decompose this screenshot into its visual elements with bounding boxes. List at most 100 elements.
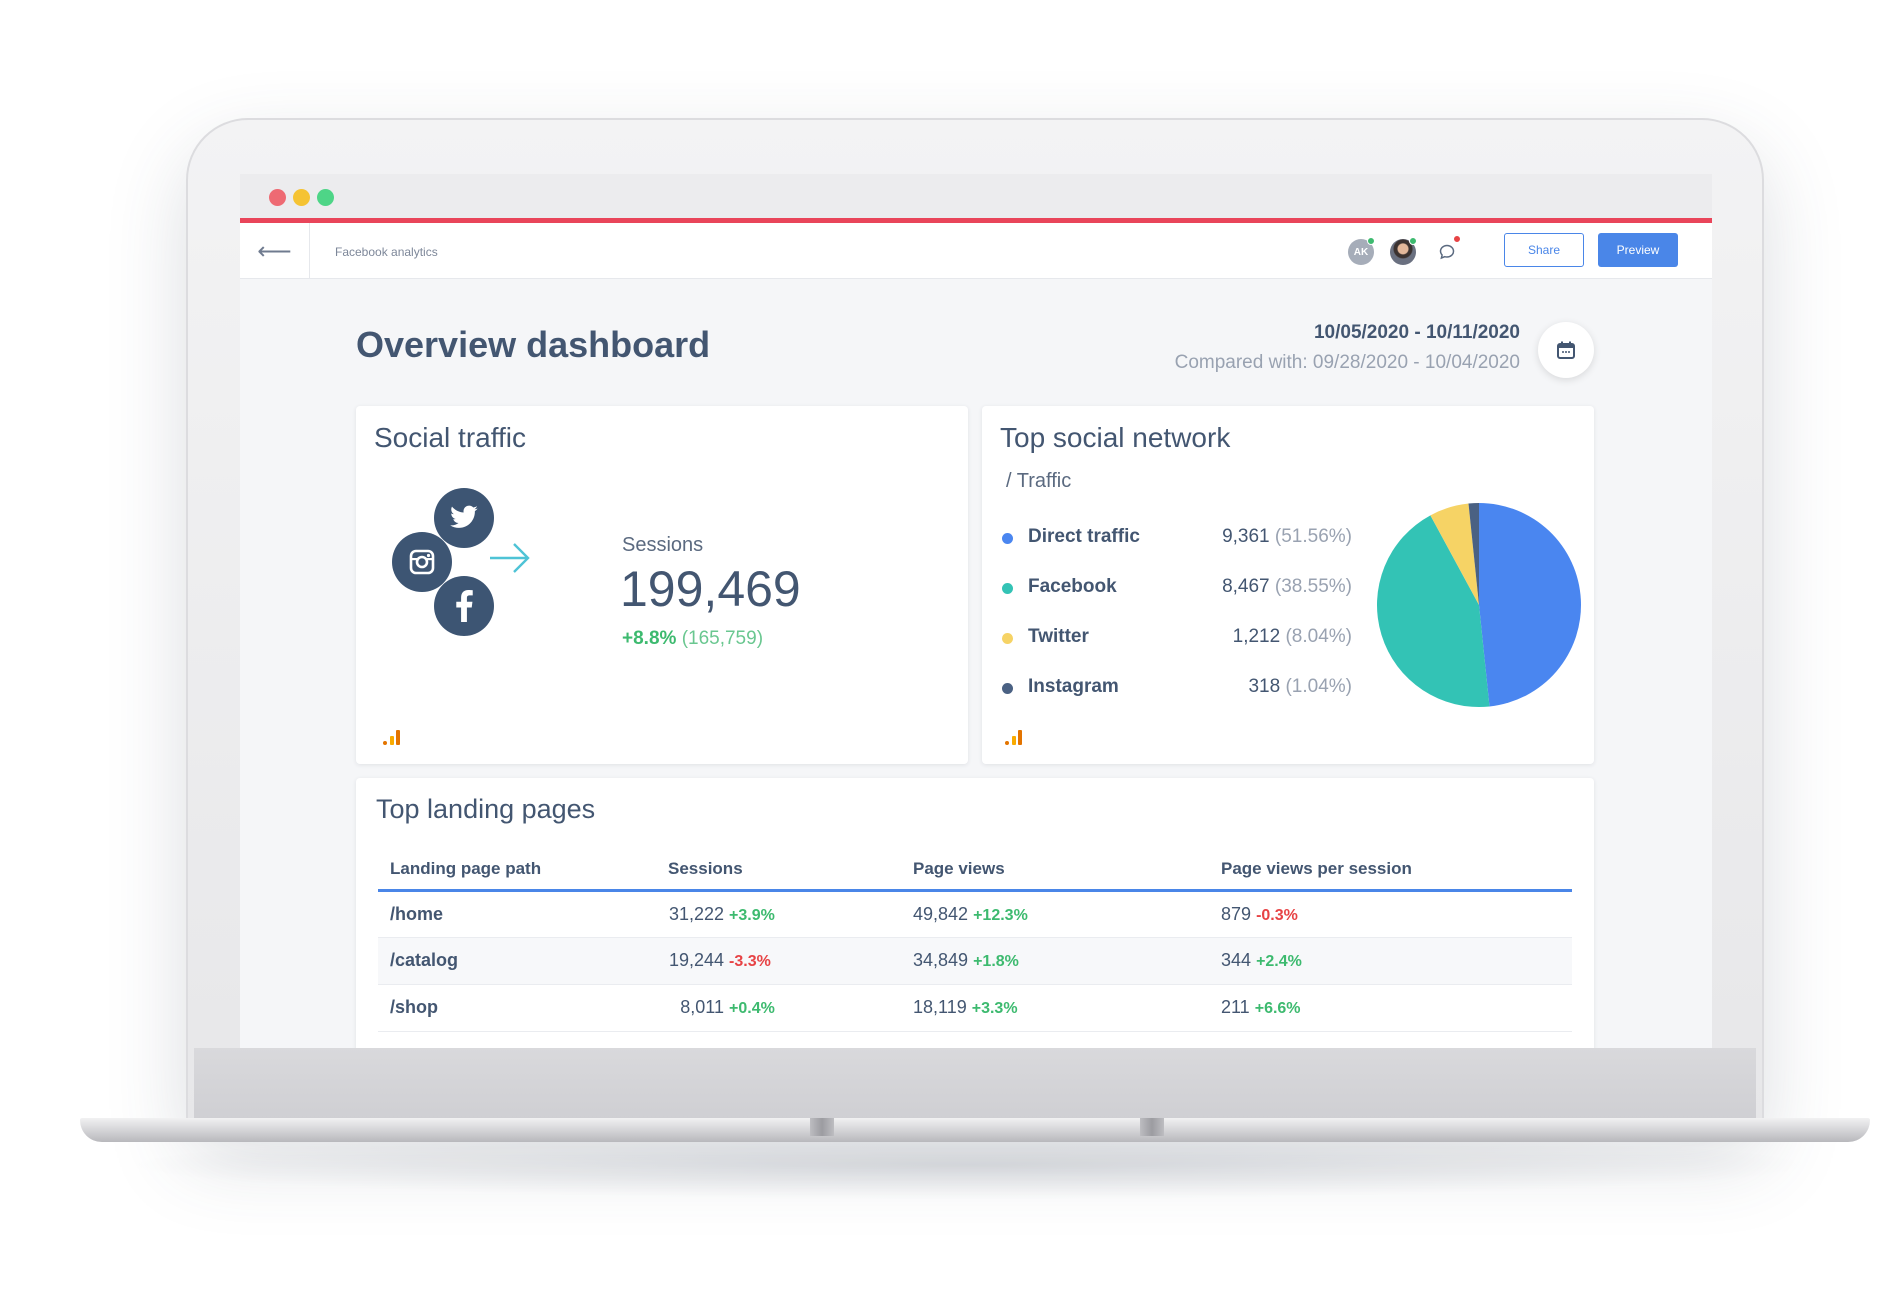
traffic-pie-chart xyxy=(1377,503,1582,707)
page-title: Overview dashboard xyxy=(356,324,711,365)
legend-item: Twitter 1,212 (8.04%) xyxy=(1002,622,1352,652)
sessions-change: +0.4% xyxy=(729,1000,775,1017)
value-number: 318 xyxy=(1248,676,1281,697)
value-number: 8,467 xyxy=(1222,576,1270,597)
legend-color-dot xyxy=(1002,533,1013,544)
table-row[interactable]: /catalog 19,244 -3.3% 34,849 +1.8% 344 +2.4… xyxy=(378,937,1572,985)
preview-button[interactable]: Preview xyxy=(1598,233,1678,267)
legend-value: 9,361 (51.56%) xyxy=(1222,526,1352,548)
laptop-hinge xyxy=(810,1118,834,1136)
date-range: 10/05/2020 - 10/11/2020 xyxy=(1313,322,1520,343)
avatar-initials: AK xyxy=(1353,246,1369,258)
table-row[interactable]: /shop 8,011 +0.4% 18,119 +3.3% 211 +6.6% xyxy=(378,984,1572,1032)
minimize-window-dot[interactable] xyxy=(293,189,310,206)
page-views-change: +1.8% xyxy=(973,953,1019,970)
back-arrow-icon: ⟵ xyxy=(257,237,292,265)
social-traffic-card: Social traffic Sessions 199,469 +8.8% (1… xyxy=(356,406,968,764)
change-percent: +8.8% xyxy=(622,628,677,649)
top-landing-pages-card: Top landing pages Landing page path Sess… xyxy=(356,778,1594,1048)
legend-color-dot xyxy=(1002,633,1013,644)
share-button[interactable]: Share xyxy=(1504,233,1584,267)
laptop-base xyxy=(80,1118,1870,1142)
sessions-cell: 8,011 +0.4% xyxy=(668,984,913,1032)
sessions-value: 19,244 xyxy=(668,950,724,970)
arrow-right-icon xyxy=(490,543,530,573)
legend-color-dot xyxy=(1002,583,1013,594)
previous-value: (165,759) xyxy=(681,628,764,649)
online-status-dot xyxy=(1409,237,1417,245)
table-header-row: Landing page path Sessions Page views Pa… xyxy=(378,850,1572,892)
value-percent: (51.56%) xyxy=(1274,526,1352,547)
legend-label: Direct traffic xyxy=(1028,526,1140,547)
accent-bar xyxy=(240,218,1712,223)
page-views-cell: 49,842 +12.3% xyxy=(913,890,1221,938)
page-views-change: +3.3% xyxy=(971,1000,1018,1017)
value-percent: (1.04%) xyxy=(1285,676,1352,697)
sessions-label: Sessions xyxy=(622,534,704,556)
comparison-range: Compared with: 09/28/2020 - 10/04/2020 xyxy=(1174,352,1520,373)
top-social-network-card: Top social network / Traffic Direct traf… xyxy=(982,406,1594,764)
instagram-icon xyxy=(392,532,452,592)
sessions-cell: 31,222 +3.9% xyxy=(668,890,913,938)
maximize-window-dot[interactable] xyxy=(317,189,334,206)
page-views-cell: 18,119 +3.3% xyxy=(913,984,1221,1032)
page-views-cell: 34,849 +1.8% xyxy=(913,937,1221,985)
pie-slice-facebook[interactable] xyxy=(1377,515,1490,707)
comments-button[interactable] xyxy=(1432,237,1462,267)
table-row[interactable]: /home 31,222 +3.9% 49,842 +12.3% 879 -0.3% xyxy=(378,890,1572,938)
legend-value: 318 (1.04%) xyxy=(1248,676,1352,698)
legend-color-dot xyxy=(1002,683,1013,694)
top-navigation-bar: ⟵ Facebook analytics AK Share Preview xyxy=(240,223,1712,279)
value-number: 9,361 xyxy=(1222,526,1270,547)
card-subtitle: / Traffic xyxy=(1006,470,1072,492)
legend-label: Instagram xyxy=(1028,676,1119,697)
legend-label: Facebook xyxy=(1028,576,1117,597)
sessions-value: 31,222 xyxy=(668,903,724,924)
legend-label: Twitter xyxy=(1028,626,1089,647)
sessions-value: 8,011 xyxy=(680,997,724,1017)
app-screen: ⟵ Facebook analytics AK Share Preview Ov… xyxy=(240,174,1712,1048)
column-header[interactable]: Page views xyxy=(913,850,1221,892)
twitter-icon xyxy=(434,488,494,548)
page-views-per-session-cell: 344 +2.4% xyxy=(1221,937,1572,985)
legend-item: Direct traffic 9,361 (51.56%) xyxy=(1002,522,1352,552)
page-path-cell: /home xyxy=(378,890,668,938)
pie-slice-direct-traffic[interactable] xyxy=(1479,503,1582,707)
pvps-change: +6.6% xyxy=(1254,1000,1301,1017)
back-button[interactable]: ⟵ xyxy=(240,223,310,279)
date-picker-button[interactable] xyxy=(1538,322,1594,378)
calendar-icon xyxy=(1557,341,1575,359)
pvps-change: -0.3% xyxy=(1256,906,1298,924)
sessions-change: +8.8% (165,759) xyxy=(622,628,763,650)
page-views-change: +12.3% xyxy=(973,906,1028,924)
online-status-dot xyxy=(1367,237,1375,245)
card-title: Top social network xyxy=(1000,422,1231,453)
page-views-per-session-cell: 211 +6.6% xyxy=(1221,984,1572,1032)
sessions-change: -3.3% xyxy=(729,953,771,970)
pvps-value: 344 xyxy=(1221,950,1252,970)
page-path-cell: /shop xyxy=(378,984,668,1032)
close-window-dot[interactable] xyxy=(269,189,286,206)
legend-item: Facebook 8,467 (38.55%) xyxy=(1002,572,1352,602)
pie-slice-instagram[interactable] xyxy=(1468,503,1479,605)
window-titlebar xyxy=(240,174,1712,218)
page-views-value: 18,119 xyxy=(913,997,967,1017)
pie-slice-twitter[interactable] xyxy=(1430,503,1479,605)
card-title: Top landing pages xyxy=(376,794,596,824)
page-path-cell: /catalog xyxy=(378,937,668,985)
chat-bubble-icon xyxy=(1439,244,1455,260)
page-views-per-session-cell: 879 -0.3% xyxy=(1221,890,1572,938)
landing-pages-table: Landing page path Sessions Page views Pa… xyxy=(378,850,1572,1032)
pvps-value: 211 xyxy=(1221,997,1250,1017)
facebook-icon xyxy=(434,576,494,636)
notification-dot xyxy=(1453,235,1461,243)
legend-item: Instagram 318 (1.04%) xyxy=(1002,672,1352,702)
breadcrumb: Facebook analytics xyxy=(335,245,438,259)
column-header[interactable]: Sessions xyxy=(668,850,913,892)
value-percent: (8.04%) xyxy=(1285,626,1352,647)
page-path: /catalog xyxy=(390,950,459,970)
card-title: Social traffic xyxy=(374,422,526,453)
value-percent: (38.55%) xyxy=(1274,576,1352,597)
column-header[interactable]: Landing page path xyxy=(378,850,668,892)
column-header[interactable]: Page views per session xyxy=(1221,850,1572,892)
